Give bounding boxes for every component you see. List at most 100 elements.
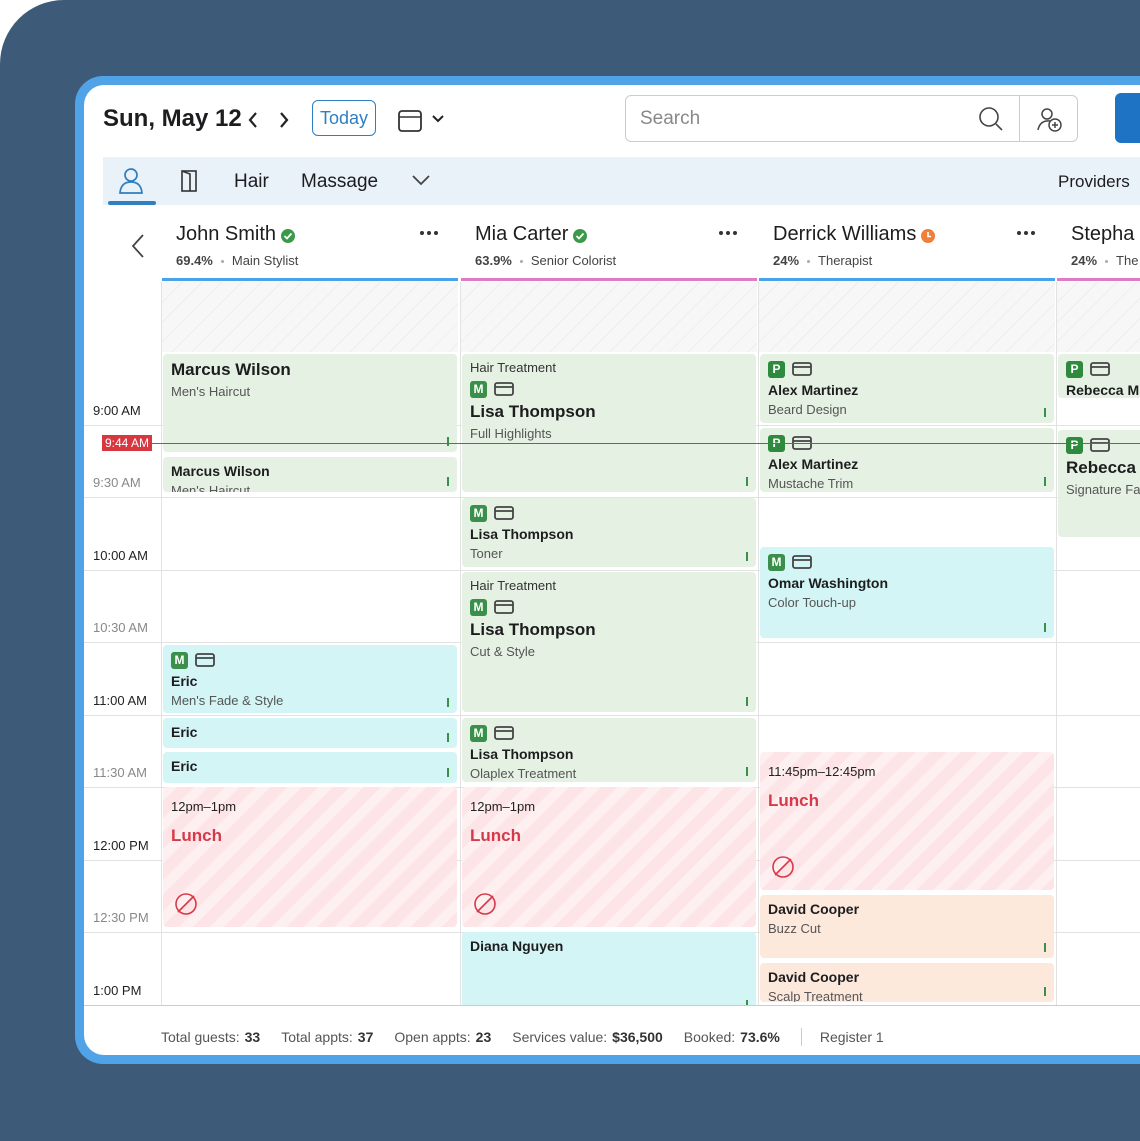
time-label: 9:00 AM [93,402,141,418]
closed-hours [759,282,1055,352]
appointment[interactable]: M Eric Men's Fade & Style [163,645,457,713]
lunch-label: Lunch [768,791,819,810]
service-name: Full Highlights [470,426,552,442]
provider-underline [1057,278,1140,281]
tab[interactable]: Massage [301,171,379,192]
appointment[interactable]: P Rebecca M Signature Fa [1058,430,1140,537]
provider-name: Derrick Williams [773,223,917,245]
new-appointment-button[interactable] [1115,93,1140,143]
appointment[interactable]: Eric [163,718,457,748]
stat-label: Total appts: [281,1029,353,1045]
client-name: Lisa Thompson [470,402,596,422]
provider-menu[interactable] [719,231,737,235]
menu-dot [434,231,438,235]
separator-dot [1105,260,1109,264]
staff-tab-icon[interactable] [117,167,145,195]
provider-name-row: John Smith [176,223,298,246]
status-arrow [746,552,748,561]
status-arrow [1044,408,1046,417]
search-box[interactable]: Search [625,95,1078,142]
lunch-block[interactable]: 12pm–1pm Lunch [462,787,756,927]
menu-dot [420,231,424,235]
register: Register 1 [819,1029,884,1045]
tabs-more[interactable] [411,173,431,187]
appointment[interactable]: David Cooper Scalp Treatment [760,963,1054,1002]
provider-role: The [1116,253,1139,268]
provider-menu[interactable] [420,231,438,235]
appointment[interactable]: P Rebecca M [1058,354,1140,398]
appointment[interactable]: David Cooper Buzz Cut [760,895,1054,958]
stat-value: $36,500 [612,1029,663,1045]
status-arrow [746,477,748,486]
footer-stat: Total appts: 37 [281,1029,373,1045]
appointment[interactable]: Hair Treatment M Lisa Thompson Cut & Style [462,572,756,712]
client-name: David Cooper [768,901,860,917]
appointment[interactable]: M Lisa Thompson Olaplex Treatment [462,718,756,782]
stat-label: Total guests: [161,1029,240,1045]
provider-header: Stepha 24% The [1057,205,1140,282]
appointment[interactable]: Eric [163,752,457,783]
service-name: Beard Design [768,402,847,418]
provider-name: John Smith [176,223,277,245]
badge: P [1066,436,1083,454]
status-arrow [746,767,748,776]
service-icon [494,726,514,740]
column-divider [161,282,162,1005]
stat-label: Booked: [683,1029,736,1045]
service-name: Olaplex Treatment [470,766,577,782]
room-tab-icon[interactable] [179,169,201,193]
active-tab-indicator [108,201,156,205]
client-name: Omar Washington [768,575,889,592]
lunch-block[interactable]: 12pm–1pm Lunch [163,787,457,927]
provider-name-row: Stepha [1071,223,1134,246]
time-label: 12:30 PM [93,910,149,925]
menu-dot [1024,231,1028,235]
footer: Total guests: 33 Total appts: 37 Open appts:… [161,1028,884,1046]
service-name: Cut & Style [470,644,536,660]
appointment[interactable]: P Alex Martinez Beard Design [760,354,1054,423]
provider-name: Stepha [1071,223,1135,245]
service-name: Toner [470,546,503,562]
tab[interactable]: Hair [234,171,269,192]
icon-row: M [470,598,748,616]
service-name: Men's Haircut [171,384,251,399]
appointment[interactable]: Marcus Wilson Men's Haircut [163,354,457,452]
menu-dot [733,231,737,235]
prev-columns[interactable] [130,233,146,259]
provider-percent: 24% [773,253,800,268]
icon-row: P [1066,436,1140,454]
lunch-block[interactable]: 11:45pm–12:45pm Lunch [760,752,1054,890]
footer-divider [84,1005,1140,1006]
client-name: Rebecca M [1066,382,1140,398]
date-nav[interactable] [246,110,296,130]
column-divider [460,282,461,1005]
provider-name-row: Mia Carter [475,223,590,246]
provider-underline [461,278,757,281]
stat-value: 33 [244,1029,261,1045]
calendar-picker[interactable] [397,107,449,133]
status-arrow [447,698,449,707]
status-arrow [1044,987,1046,996]
closed-hours [461,282,757,352]
footer-stat: Open appts: 23 [394,1029,491,1045]
status-arrow [447,477,449,486]
providers-filter[interactable]: Providers [1058,172,1130,191]
stat-value: 37 [357,1029,374,1045]
provider-meta: 24% The [1071,253,1138,268]
appointment[interactable]: M Lisa Thompson Toner [462,498,756,567]
status-icon [921,228,936,243]
appointment[interactable]: M Omar Washington Color Touch-up [760,547,1054,638]
client-name: David Cooper [768,969,860,985]
provider-menu[interactable] [1017,231,1035,235]
service-icon [1090,362,1110,376]
time-label: 10:30 AM [93,620,148,635]
current-time-label: 9:44 AM [102,435,153,451]
today-button[interactable]: Today [312,100,376,136]
appointment[interactable]: Diana Nguyen [462,932,756,1005]
add-client-icon[interactable] [1036,106,1064,134]
lunch-label: Lunch [470,826,521,845]
appointment[interactable]: Hair Treatment M Lisa Thompson Full Highlig… [462,354,756,492]
appointment[interactable]: Marcus Wilson Men's Haircut [163,457,457,492]
provider-percent: 63.9% [475,253,512,268]
